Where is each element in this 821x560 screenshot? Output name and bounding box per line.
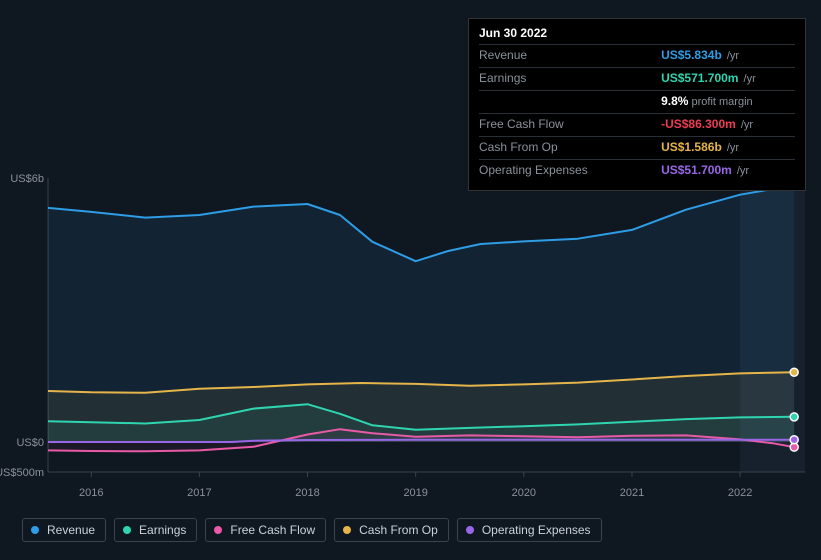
legend-item-revenue[interactable]: Revenue: [22, 518, 106, 542]
tooltip-row-label: Cash From Op: [479, 137, 661, 160]
svg-text:-US$500m: -US$500m: [0, 467, 44, 479]
legend-label: Cash From Op: [359, 523, 438, 537]
svg-text:2020: 2020: [512, 487, 536, 499]
tooltip-row-value: US$51.700m /yr: [661, 160, 795, 182]
tooltip-row-value: US$571.700m /yr: [661, 68, 795, 91]
svg-text:US$0: US$0: [16, 437, 44, 449]
legend-swatch: [466, 526, 474, 534]
tooltip-row-earnings: EarningsUS$571.700m /yr: [479, 68, 795, 91]
tooltip-row-label: Earnings: [479, 68, 661, 91]
financials-chart: US$6b US$0 -US$500m 2016 2017 2018 2019 2020 202…: [0, 0, 821, 560]
svg-text:US$6b: US$6b: [10, 173, 44, 185]
chart-legend: Revenue Earnings Free Cash Flow Cash From O…: [22, 518, 602, 542]
tooltip-row-value: US$5.834b /yr: [661, 45, 795, 68]
legend-item-cfo[interactable]: Cash From Op: [334, 518, 449, 542]
tooltip-row-fcf: Free Cash Flow-US$86.300m /yr: [479, 114, 795, 137]
tooltip-row-value: 9.8% profit margin: [661, 91, 795, 114]
chart-tooltip: Jun 30 2022 RevenueUS$5.834b /yrEarnings…: [468, 18, 806, 191]
tooltip-row-margin: 9.8% profit margin: [479, 91, 795, 114]
legend-label: Operating Expenses: [482, 523, 591, 537]
tooltip-row-revenue: RevenueUS$5.834b /yr: [479, 45, 795, 68]
tooltip-row-label: Operating Expenses: [479, 160, 661, 182]
tooltip-row-value: US$1.586b /yr: [661, 137, 795, 160]
tooltip-row-label: Revenue: [479, 45, 661, 68]
svg-text:2018: 2018: [295, 487, 319, 499]
tooltip-row-opex: Operating ExpensesUS$51.700m /yr: [479, 160, 795, 182]
legend-swatch: [31, 526, 39, 534]
tooltip-row-label: Free Cash Flow: [479, 114, 661, 137]
legend-item-opex[interactable]: Operating Expenses: [457, 518, 602, 542]
tooltip-table: RevenueUS$5.834b /yrEarningsUS$571.700m …: [479, 44, 795, 182]
svg-text:2016: 2016: [79, 487, 103, 499]
legend-label: Earnings: [139, 523, 186, 537]
legend-item-fcf[interactable]: Free Cash Flow: [205, 518, 326, 542]
legend-swatch: [123, 526, 131, 534]
svg-text:2021: 2021: [620, 487, 644, 499]
tooltip-row-value: -US$86.300m /yr: [661, 114, 795, 137]
legend-label: Free Cash Flow: [230, 523, 315, 537]
legend-swatch: [343, 526, 351, 534]
tooltip-row-label: [479, 91, 661, 114]
tooltip-date: Jun 30 2022: [479, 25, 795, 42]
legend-item-earnings[interactable]: Earnings: [114, 518, 197, 542]
svg-text:2019: 2019: [403, 487, 427, 499]
legend-swatch: [214, 526, 222, 534]
legend-label: Revenue: [47, 523, 95, 537]
svg-text:2017: 2017: [187, 487, 211, 499]
tooltip-row-cfo: Cash From OpUS$1.586b /yr: [479, 137, 795, 160]
svg-text:2022: 2022: [728, 487, 752, 499]
